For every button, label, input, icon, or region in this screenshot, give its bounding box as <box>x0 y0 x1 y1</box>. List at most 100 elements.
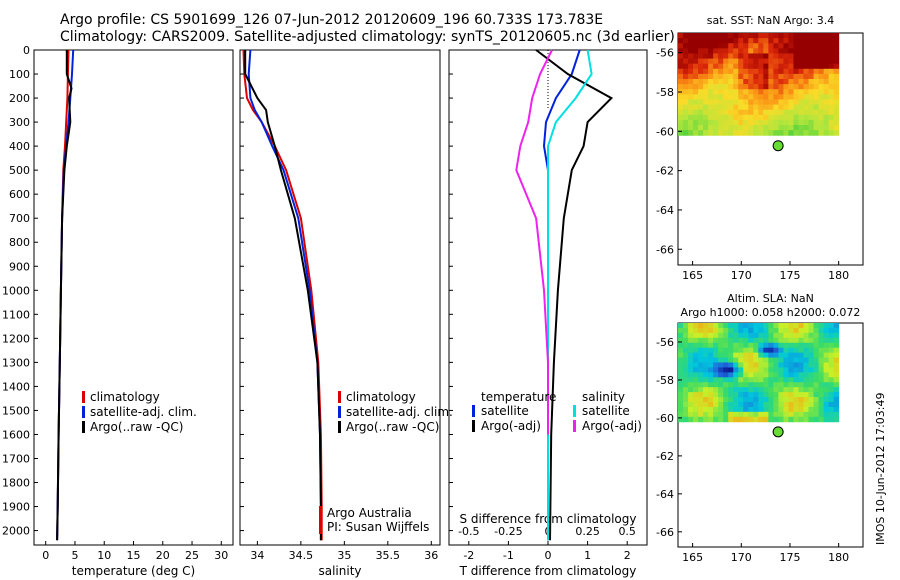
heatmap-cell <box>753 109 759 116</box>
heatmap-cell <box>733 382 739 388</box>
heatmap-cell <box>703 109 709 116</box>
heatmap-cell <box>818 38 825 44</box>
argo-float-marker <box>772 426 784 438</box>
heatmap-cell <box>748 347 754 354</box>
heatmap-cell <box>723 347 729 354</box>
heatmap-cell <box>763 382 769 388</box>
heatmap-cell <box>783 119 789 126</box>
heatmap-cell <box>803 109 810 116</box>
map-x-tick-label: 165 <box>682 551 703 564</box>
heatmap-cell <box>798 58 805 65</box>
heatmap-cell <box>818 382 825 388</box>
heatmap-cell <box>753 372 759 378</box>
heatmap-cell <box>763 372 769 378</box>
heatmap-cell <box>803 347 810 354</box>
heatmap-cell <box>698 73 704 80</box>
heatmap-cell <box>728 125 734 131</box>
heatmap-cell <box>773 58 779 65</box>
heatmap-cell <box>713 357 719 363</box>
heatmap-cell <box>683 362 689 368</box>
heatmap-cell <box>808 342 815 349</box>
heatmap-cell <box>828 73 835 80</box>
heatmap-cell <box>678 342 684 349</box>
heatmap-cell <box>738 352 744 359</box>
heatmap-cell <box>823 94 830 100</box>
heatmap-cell <box>833 406 840 413</box>
heatmap-cell <box>723 73 729 80</box>
heatmap-cell <box>783 416 789 423</box>
heatmap-cell <box>743 416 749 423</box>
heatmap-cell <box>688 401 694 408</box>
heatmap-cell <box>718 89 724 95</box>
heatmap-cell <box>718 125 724 131</box>
heatmap-cell <box>833 367 840 373</box>
heatmap-cell <box>748 130 754 136</box>
heatmap-cell <box>818 89 825 95</box>
heatmap-cell <box>738 119 744 126</box>
heatmap-cell <box>738 416 744 423</box>
map-y-tick-label: -64 <box>656 488 674 501</box>
heatmap-cell <box>808 43 815 49</box>
heatmap-cell <box>828 347 835 354</box>
heatmap-cell <box>748 125 754 131</box>
heatmap-cell <box>698 130 704 136</box>
heatmap-cell <box>743 33 749 39</box>
heatmap-cell <box>698 352 704 359</box>
heatmap-cell <box>698 397 704 403</box>
heatmap-cell <box>698 109 704 116</box>
heatmap-cell <box>773 347 779 354</box>
heatmap-cell <box>728 94 734 100</box>
heatmap-cell <box>823 43 830 49</box>
heatmap-cell <box>713 104 719 111</box>
heatmap-cell <box>728 362 734 368</box>
heatmap-cell <box>823 416 830 423</box>
salinity-plot-frame <box>239 49 441 546</box>
heatmap-cell <box>738 114 744 121</box>
heatmap-cell <box>788 416 794 423</box>
heatmap-cell <box>683 352 689 359</box>
heatmap-cell <box>773 352 779 359</box>
heatmap-cell <box>823 89 830 95</box>
heatmap-cell <box>708 99 714 106</box>
title-line-2: Climatology: CARS2009. Satellite-adjuste… <box>60 29 675 45</box>
heatmap-cell <box>808 367 815 373</box>
heatmap-cell <box>763 397 769 403</box>
heatmap-cell <box>693 411 699 418</box>
heatmap-cell <box>773 119 779 126</box>
heatmap-cell <box>823 357 830 363</box>
heatmap-cell <box>723 38 729 44</box>
heatmap-cell <box>758 119 764 126</box>
heatmap-cell <box>738 79 744 85</box>
x-tick-label: 34 <box>250 549 264 562</box>
heatmap-cell <box>818 347 825 354</box>
heatmap-cell <box>683 84 689 90</box>
heatmap-cell <box>728 347 734 354</box>
heatmap-cell <box>688 382 694 388</box>
heatmap-cell <box>703 89 709 95</box>
heatmap-cell <box>808 347 815 354</box>
heatmap-cell <box>798 48 805 54</box>
heatmap-cell <box>738 68 744 75</box>
heatmap-cell <box>768 411 774 418</box>
heatmap-cell <box>768 327 774 334</box>
sla-map-subtitle: Argo h1000: 0.058 h2000: 0.072 <box>681 306 861 319</box>
heatmap-cell <box>778 411 784 418</box>
heatmap-cell <box>693 387 699 393</box>
y-tick-label: 2000 <box>2 525 30 538</box>
heatmap-cell <box>758 48 764 54</box>
heatmap-cell <box>728 327 734 334</box>
heatmap-cell <box>708 89 714 95</box>
heatmap-cell <box>818 337 825 344</box>
heatmap-cell <box>713 114 719 121</box>
heatmap-cell <box>763 411 769 418</box>
heatmap-cell <box>813 79 820 85</box>
heatmap-cell <box>823 58 830 65</box>
heatmap-cell <box>753 43 759 49</box>
heatmap-cell <box>803 73 810 80</box>
heatmap-cell <box>823 397 830 403</box>
heatmap-cell <box>823 327 830 334</box>
heatmap-cell <box>798 367 805 373</box>
heatmap-cell <box>688 119 694 126</box>
heatmap-cell <box>678 347 684 354</box>
heatmap-cell <box>723 104 729 111</box>
